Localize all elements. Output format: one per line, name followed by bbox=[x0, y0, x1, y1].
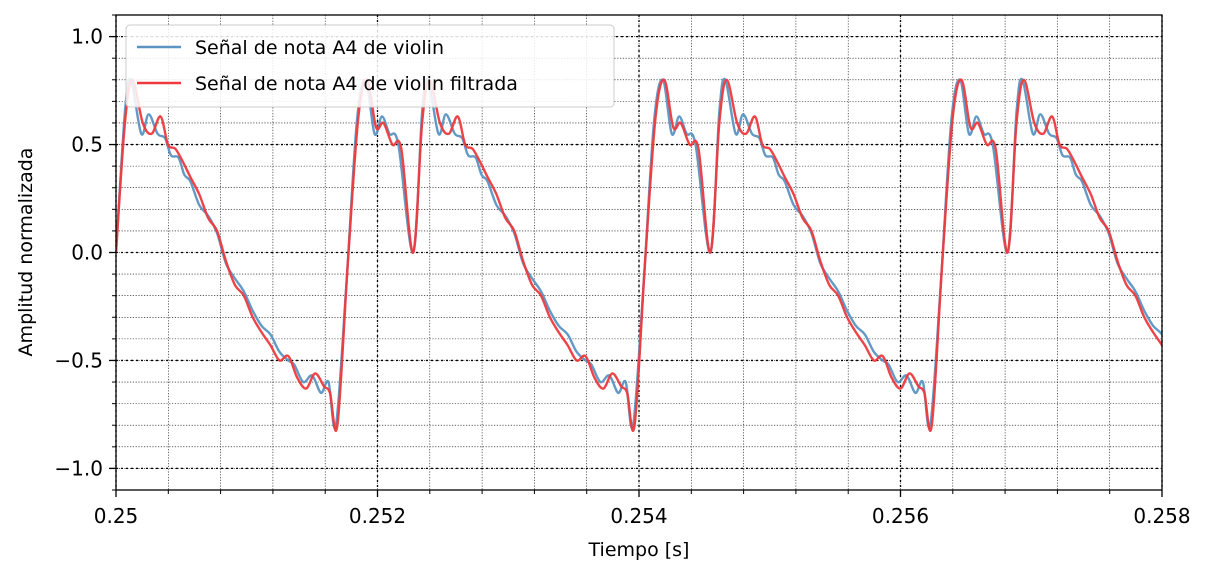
x-tick-label: 0.25 bbox=[94, 504, 139, 528]
y-tick-label: 0.5 bbox=[71, 133, 103, 157]
y-tick-label: 1.0 bbox=[71, 25, 103, 49]
legend-entry-filtered: Señal de nota A4 de violin filtrada bbox=[195, 73, 518, 95]
x-axis-label: Tiempo [s] bbox=[588, 539, 690, 561]
y-tick-label: −1.0 bbox=[54, 456, 103, 480]
series-line-filtered bbox=[116, 78, 1162, 432]
x-tick-label: 0.252 bbox=[349, 504, 406, 528]
y-tick-label: −0.5 bbox=[54, 348, 103, 372]
x-tick-label: 0.256 bbox=[872, 504, 929, 528]
legend: Señal de nota A4 de violin Señal de nota… bbox=[125, 24, 615, 108]
axis-ticks bbox=[109, 14, 1163, 497]
legend-entry-original: Señal de nota A4 de violin bbox=[195, 37, 444, 59]
y-axis-label: Amplitud normalizada bbox=[15, 148, 37, 357]
tick-labels: 0.25 0.252 0.254 0.256 0.258 −1.0 −0.5 0.0 0.5 1.… bbox=[54, 25, 1190, 528]
x-tick-label: 0.258 bbox=[1133, 504, 1190, 528]
x-tick-label: 0.254 bbox=[610, 504, 667, 528]
series-layer bbox=[116, 77, 1162, 432]
y-tick-label: 0.0 bbox=[71, 241, 103, 265]
legend-box bbox=[125, 24, 615, 108]
